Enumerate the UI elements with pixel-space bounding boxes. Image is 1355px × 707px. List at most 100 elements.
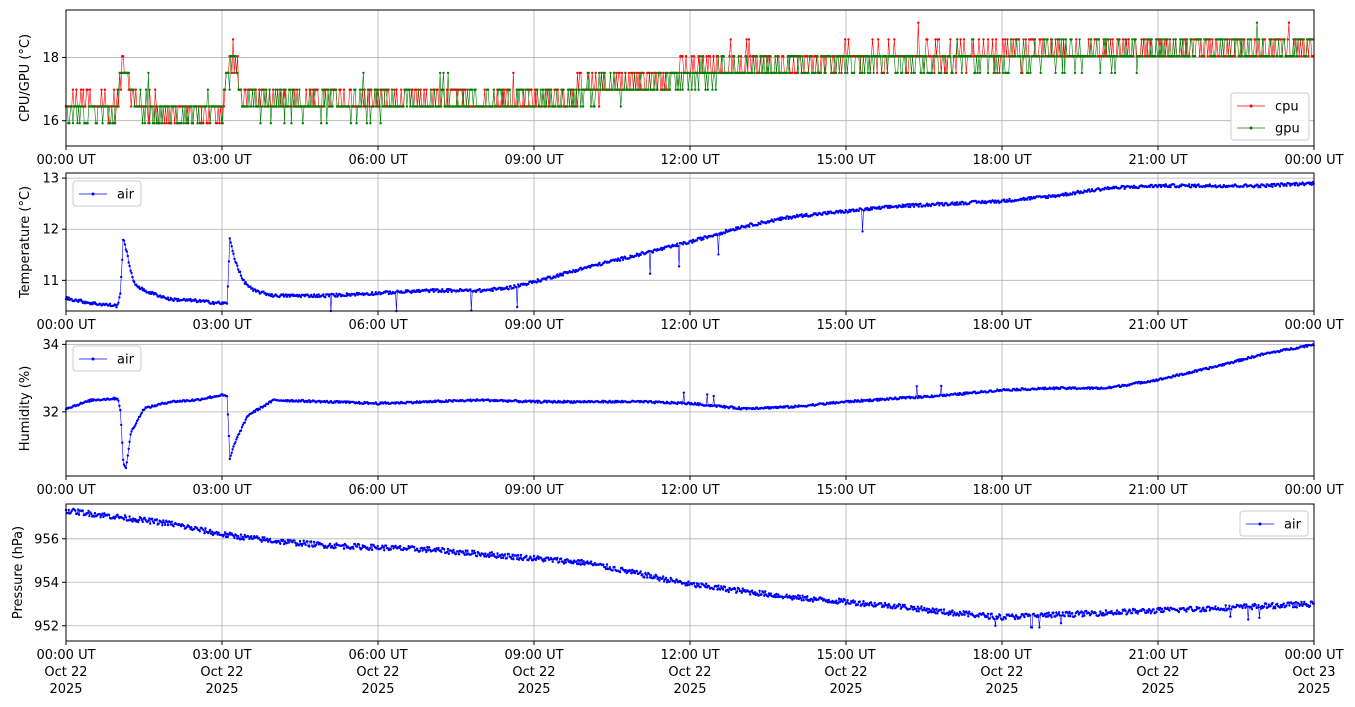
data-point	[1260, 55, 1263, 58]
data-point	[239, 274, 243, 277]
data-point	[753, 71, 756, 75]
data-point	[244, 88, 247, 91]
data-point	[1112, 55, 1116, 58]
data-point	[527, 88, 530, 91]
data-point	[385, 88, 388, 91]
data-point	[846, 71, 849, 75]
x-tick-label: 00:00 UT	[1284, 483, 1343, 498]
x-tick-label: 18:00 UT	[972, 153, 1031, 168]
data-point	[673, 71, 676, 75]
data-point	[233, 257, 236, 261]
data-point	[775, 71, 778, 75]
data-point	[586, 71, 589, 75]
data-point	[120, 275, 123, 279]
data-point	[760, 55, 763, 58]
data-point	[1026, 198, 1029, 201]
data-point	[843, 71, 847, 75]
data-point	[429, 88, 433, 91]
data-point	[702, 238, 705, 241]
data-point	[664, 88, 667, 91]
data-point	[945, 71, 949, 75]
data-point	[837, 55, 840, 58]
data-point	[543, 105, 546, 108]
data-point	[1001, 38, 1005, 41]
data-point	[716, 234, 719, 237]
data-point	[1238, 55, 1241, 58]
data-point	[172, 299, 175, 303]
data-point	[938, 55, 942, 58]
data-point	[1075, 38, 1078, 41]
data-point	[861, 71, 864, 75]
data-point	[242, 278, 245, 282]
data-point	[414, 88, 418, 91]
data-point	[196, 122, 199, 125]
data-point	[559, 105, 562, 108]
y-tick-label: 16	[42, 114, 59, 129]
data-point	[635, 71, 639, 75]
data-point	[393, 88, 396, 91]
data-point	[698, 55, 701, 58]
data-point	[621, 258, 625, 262]
data-point	[76, 122, 79, 125]
data-point	[150, 105, 153, 108]
data-point	[370, 291, 374, 294]
data-point	[1008, 197, 1011, 201]
data-point	[243, 421, 246, 424]
data-point	[656, 88, 659, 91]
data-point	[334, 88, 338, 91]
data-point	[676, 242, 679, 245]
data-point	[838, 71, 841, 75]
data-point	[651, 251, 655, 254]
data-point	[464, 88, 467, 91]
data-point	[1024, 38, 1028, 41]
data-point	[662, 71, 665, 75]
data-point	[86, 122, 89, 125]
data-point	[267, 105, 270, 108]
data-point	[313, 88, 316, 91]
data-point	[1180, 55, 1183, 58]
data-point	[1263, 38, 1267, 41]
data-point	[547, 88, 550, 91]
data-point	[1104, 55, 1108, 58]
data-point	[708, 55, 712, 58]
data-point	[1041, 55, 1045, 58]
data-point	[132, 88, 135, 91]
data-point	[744, 71, 747, 75]
data-point	[748, 225, 751, 228]
data-point	[370, 88, 373, 91]
data-point	[335, 292, 338, 295]
data-point	[298, 88, 301, 91]
data-point	[438, 71, 442, 75]
y-tick-label: 13	[42, 172, 59, 187]
data-point	[71, 122, 75, 125]
data-point	[229, 241, 232, 244]
data-point	[122, 239, 126, 242]
data-point	[95, 122, 99, 125]
data-point	[623, 88, 626, 91]
data-point	[776, 55, 779, 58]
data-point	[276, 88, 279, 91]
data-point	[712, 394, 715, 398]
data-point	[1063, 71, 1066, 75]
data-point	[258, 88, 261, 91]
data-point	[323, 105, 326, 108]
data-point	[1279, 38, 1283, 41]
data-point	[1150, 183, 1154, 187]
data-point	[67, 296, 71, 299]
data-point	[516, 105, 520, 108]
data-point	[731, 71, 735, 75]
data-point	[467, 105, 470, 108]
data-point	[1024, 55, 1028, 58]
data-point	[786, 55, 790, 58]
data-point	[872, 71, 875, 75]
data-point	[86, 88, 89, 91]
data-point	[484, 105, 487, 108]
data-point	[619, 105, 622, 108]
data-point	[717, 253, 720, 256]
data-point	[127, 447, 130, 451]
data-point	[1072, 55, 1076, 58]
data-point	[652, 88, 656, 91]
data-point	[579, 105, 582, 108]
data-point	[816, 55, 819, 58]
data-point	[615, 71, 618, 75]
